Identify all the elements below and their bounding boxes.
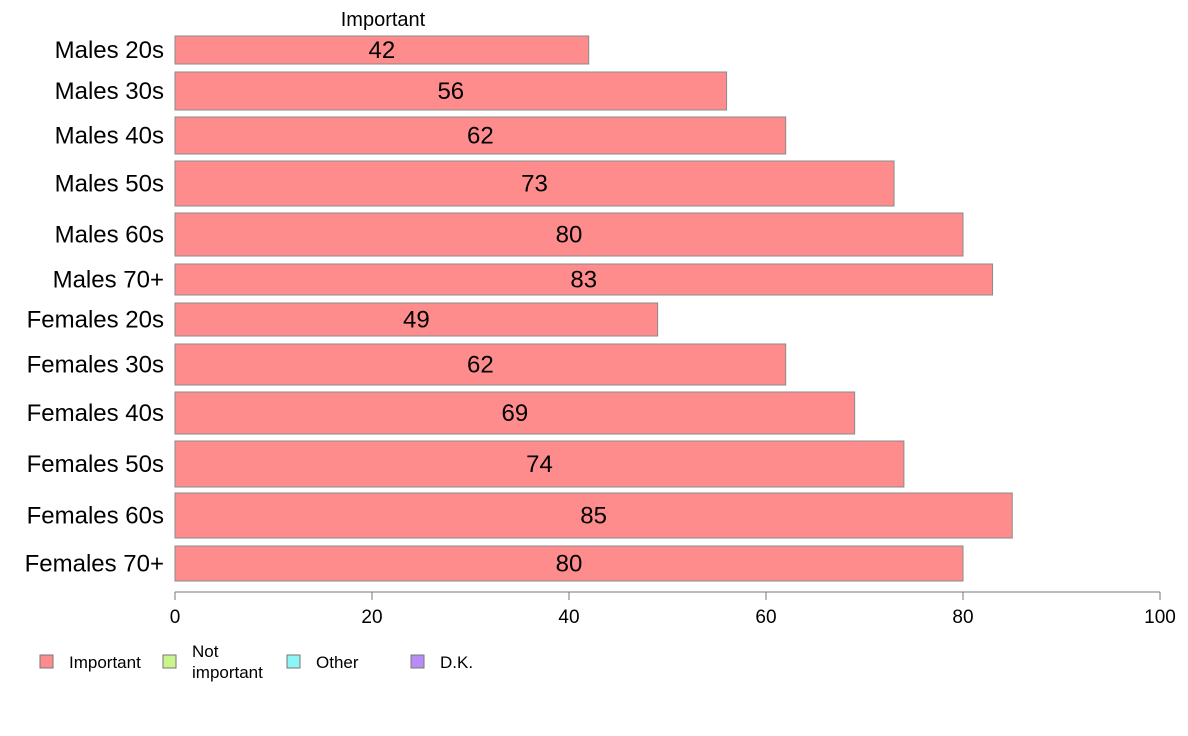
- bar-value-label: 56: [437, 78, 464, 105]
- bar: [174, 160, 895, 207]
- bar-value-label: 69: [501, 400, 528, 427]
- category-label: Males 40s: [55, 123, 164, 150]
- bar: [174, 492, 1013, 539]
- legend-swatch: [286, 654, 301, 669]
- category-label: Females 40s: [27, 400, 164, 427]
- bar: [174, 302, 659, 337]
- category-label: Females 60s: [27, 503, 164, 530]
- bar: [174, 212, 964, 257]
- bar: [174, 263, 994, 296]
- x-tick-label: 80: [952, 607, 973, 628]
- bar: [174, 116, 787, 155]
- category-label: Females 50s: [27, 451, 164, 478]
- x-tick-label: 40: [558, 607, 579, 628]
- x-tick-label: 20: [361, 607, 382, 628]
- category-label: Males 60s: [55, 222, 164, 249]
- bar-value-label: 49: [403, 307, 430, 334]
- bar: [174, 71, 728, 111]
- category-label: Females 70+: [25, 551, 164, 578]
- bar-value-label: 42: [368, 37, 395, 64]
- bar: [174, 440, 905, 488]
- category-label: Males 70+: [53, 267, 164, 294]
- bar: [174, 545, 964, 582]
- x-tick-label: 100: [1144, 607, 1176, 628]
- category-label: Males 30s: [55, 78, 164, 105]
- bar: [174, 391, 856, 435]
- series-column-header: Important: [341, 9, 426, 31]
- bar-value-label: 85: [580, 503, 607, 530]
- bar: [174, 343, 787, 386]
- bar-value-label: 62: [467, 352, 494, 379]
- legend-label: Not important: [192, 642, 263, 682]
- x-axis: 0 20 40 60 80 100: [170, 591, 1176, 628]
- bar-value-label: 83: [570, 267, 597, 294]
- legend: Important Not important Other D.K.: [39, 642, 473, 682]
- legend-swatch: [162, 654, 177, 669]
- legend-label: Other: [316, 653, 359, 672]
- category-label: Males 50s: [55, 171, 164, 198]
- bars-group: Males 20s 42 Males 30s 56 Males 40s 62 Males 5…: [25, 35, 1013, 582]
- legend-label: D.K.: [440, 653, 473, 672]
- x-tick-label: 0: [170, 607, 181, 628]
- x-tick-label: 60: [755, 607, 776, 628]
- bar-value-label: 74: [526, 451, 553, 478]
- bar-value-label: 73: [521, 171, 548, 198]
- bar-value-label: 62: [467, 123, 494, 150]
- category-label: Females 20s: [27, 307, 164, 334]
- category-label: Males 20s: [55, 37, 164, 64]
- legend-swatch: [410, 654, 425, 669]
- bar: [174, 35, 590, 65]
- bar-value-label: 80: [556, 222, 583, 249]
- bar-value-label: 80: [556, 551, 583, 578]
- category-label: Females 30s: [27, 352, 164, 379]
- legend-swatch: [39, 654, 54, 669]
- legend-label: Important: [69, 653, 141, 672]
